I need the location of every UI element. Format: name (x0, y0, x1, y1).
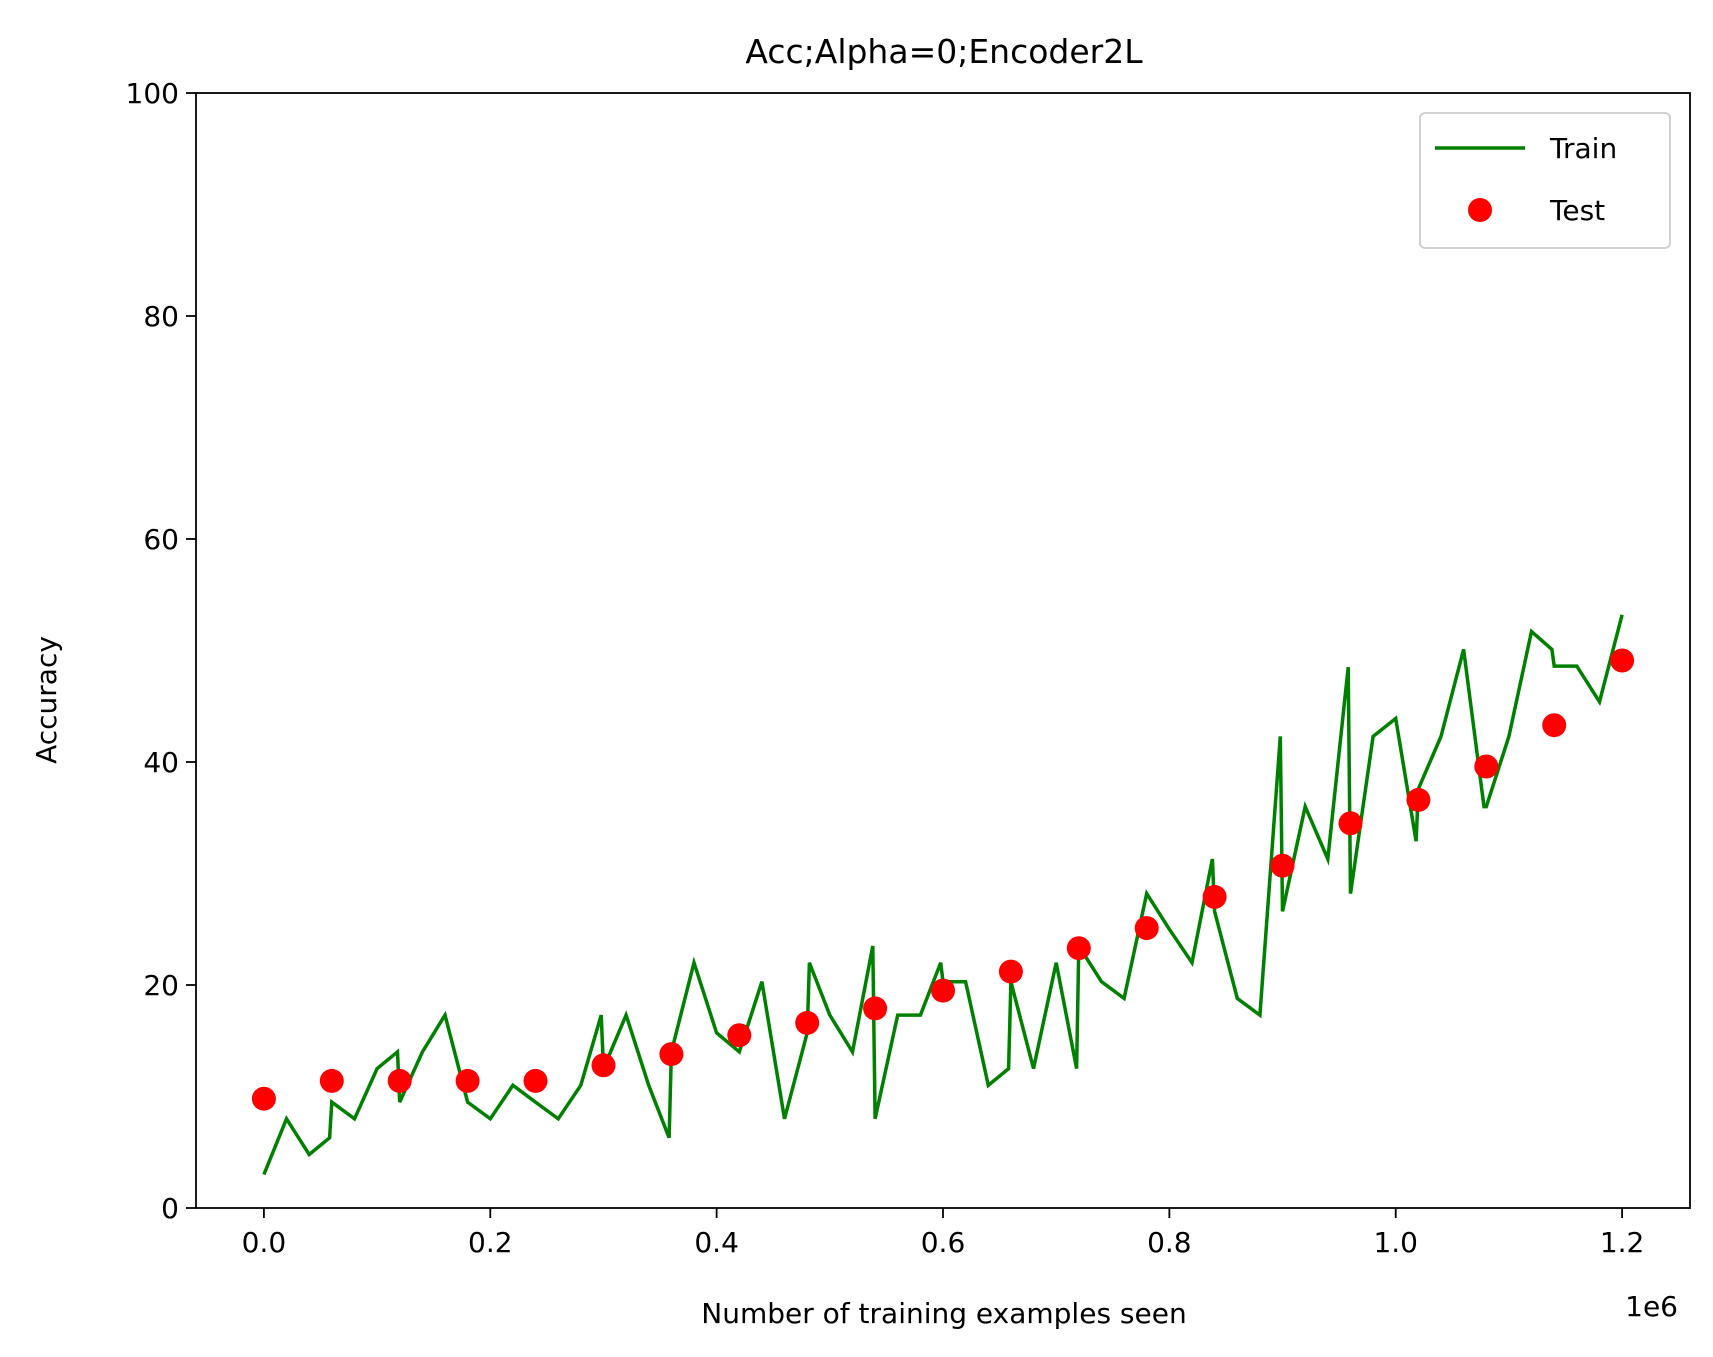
x-tick-label: 1.0 (1373, 1226, 1418, 1259)
y-tick-label: 80 (143, 300, 179, 333)
test-point (1610, 648, 1635, 673)
x-tick-label: 0.8 (1147, 1226, 1192, 1259)
series-layer (251, 614, 1635, 1176)
y-axis-label: Accuracy (30, 636, 63, 764)
test-point (523, 1068, 548, 1093)
x-tick-label: 0.6 (921, 1226, 966, 1259)
test-point (1338, 811, 1363, 836)
y-tick-label: 20 (143, 969, 179, 1002)
y-axis: 0 20 40 60 80 100 (126, 77, 196, 1225)
train-series-line (262, 614, 1624, 1176)
x-tick-label: 0.2 (468, 1226, 513, 1259)
y-tick-label: 60 (143, 523, 179, 556)
test-point (863, 996, 888, 1021)
test-point (659, 1042, 684, 1067)
test-point (1066, 936, 1091, 961)
chart-title: Acc;Alpha=0;Encoder2L (745, 32, 1143, 71)
test-point (319, 1068, 344, 1093)
test-point (387, 1068, 412, 1093)
legend-test-label: Test (1549, 194, 1605, 227)
test-point (795, 1010, 820, 1035)
test-point (1202, 884, 1227, 909)
legend-box (1419, 112, 1671, 249)
legend: Train Test (1419, 112, 1671, 249)
test-point (1542, 713, 1567, 738)
y-tick-label: 0 (161, 1192, 179, 1225)
x-axis: 0.0 0.2 0.4 0.6 0.8 1.0 1.2 (242, 1208, 1645, 1259)
x-axis-offset-label: 1e6 (1625, 1290, 1678, 1323)
test-point (998, 959, 1023, 984)
x-tick-label: 0.0 (242, 1226, 287, 1259)
test-point (455, 1068, 480, 1093)
test-point (727, 1023, 752, 1048)
test-point (591, 1053, 616, 1078)
plot-area (195, 92, 1691, 1209)
test-point (1270, 853, 1295, 878)
test-point (931, 978, 955, 1003)
test-point (1134, 916, 1159, 941)
x-axis-label: Number of training examples seen (701, 1297, 1186, 1330)
x-tick-label: 1.2 (1600, 1226, 1645, 1259)
legend-train-label: Train (1549, 132, 1617, 165)
x-tick-label: 0.4 (694, 1226, 739, 1259)
legend-test-swatch (1468, 198, 1492, 222)
y-tick-label: 40 (143, 746, 179, 779)
test-point (1406, 787, 1431, 812)
y-tick-label: 100 (126, 77, 179, 110)
test-point (1474, 754, 1499, 779)
test-point (251, 1086, 276, 1111)
